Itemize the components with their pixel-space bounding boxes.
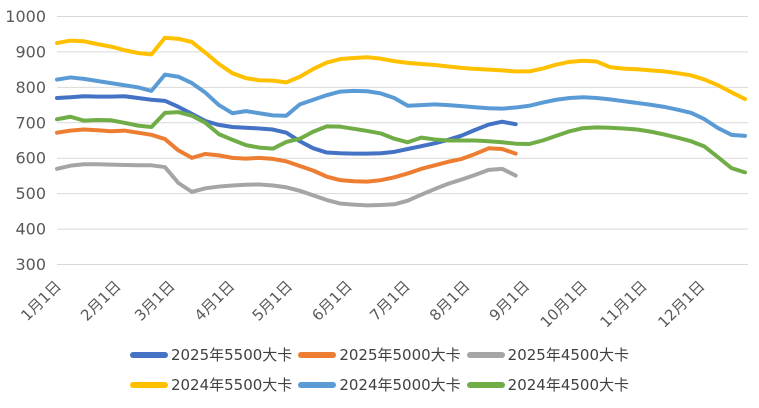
x-tick-label: 1月1日 (17, 277, 64, 324)
legend-label-2024-5000: 2024年5000大卡 (339, 375, 461, 394)
legend-row-2025: 2025年5500大卡 2025年5000大卡 2025年4500大卡 (0, 340, 759, 370)
x-tick-label: 12月1日 (654, 277, 708, 331)
x-tick-label: 11月1日 (596, 277, 650, 331)
y-tick-label: 800 (15, 78, 46, 97)
legend-row-2024: 2024年5500大卡 2024年5000大卡 2024年4500大卡 (0, 370, 759, 400)
y-tick-label: 300 (15, 255, 46, 274)
series-line-5 (55, 110, 747, 175)
y-tick-label: 600 (15, 149, 46, 168)
legend-item-2024-5000[interactable]: 2024年5000大卡 (298, 375, 461, 394)
x-tick-label: 9月1日 (486, 277, 533, 324)
series-line-4 (55, 72, 747, 138)
legend-label-2024-5500: 2024年5500大卡 (170, 375, 293, 394)
x-tick-label: 2月1日 (77, 277, 124, 324)
x-tick-label: 6月1日 (308, 277, 355, 324)
legend-swatch-2024-5500 (129, 382, 168, 388)
legend-item-2024-4500[interactable]: 2024年4500大卡 (466, 375, 630, 394)
legend-swatch-2024-5000 (298, 382, 337, 388)
legend-item-2024-5500[interactable]: 2024年5500大卡 (129, 375, 293, 394)
y-tick-label: 400 (15, 220, 46, 239)
x-tick-label: 10月1日 (537, 277, 591, 331)
x-tick-label: 5月1日 (249, 277, 296, 324)
x-tick-label: 7月1日 (366, 277, 413, 324)
legend-label-2025-5500: 2025年5500大卡 (170, 345, 293, 364)
x-tick-label: 4月1日 (191, 277, 238, 324)
legend-swatch-2025-4500 (466, 352, 505, 358)
y-tick-label: 1000 (5, 7, 46, 26)
series-line-2 (55, 162, 518, 208)
legend-item-2025-5500[interactable]: 2025年5500大卡 (129, 345, 293, 364)
y-tick-label: 500 (15, 184, 46, 203)
legend-item-2025-5000[interactable]: 2025年5000大卡 (298, 345, 461, 364)
legend-swatch-2024-4500 (466, 382, 505, 388)
y-tick-label: 700 (15, 113, 46, 132)
legend-swatch-2025-5000 (298, 352, 337, 358)
series-line-1 (55, 127, 518, 184)
legend-label-2025-4500: 2025年4500大卡 (507, 345, 630, 364)
legend-item-2025-4500[interactable]: 2025年4500大卡 (466, 345, 630, 364)
legend-swatch-2025-5500 (129, 352, 168, 358)
series-line-3 (55, 35, 747, 102)
x-tick-label: 3月1日 (131, 277, 178, 324)
chart-legend: 2025年5500大卡 2025年5000大卡 2025年4500大卡 2024… (0, 340, 759, 400)
legend-label-2024-4500: 2024年4500大卡 (507, 375, 630, 394)
legend-label-2025-5000: 2025年5000大卡 (339, 345, 461, 364)
chart-plot-area: 1000 900 800 700 600 500 400 300 1月1日 2月1日 3月1日 4月1… (5, 7, 748, 331)
series-line-0 (55, 94, 518, 156)
y-tick-label: 900 (15, 42, 46, 61)
x-tick-label: 8月1日 (426, 277, 473, 324)
